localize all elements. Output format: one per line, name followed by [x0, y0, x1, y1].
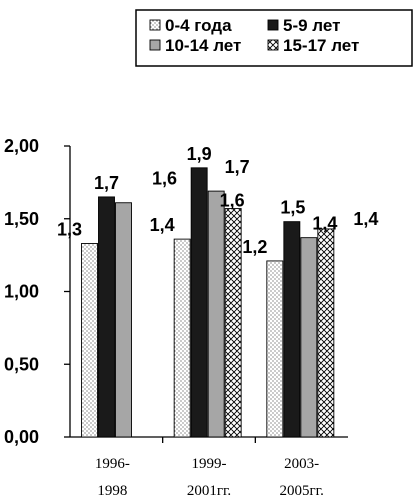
x-tick-label-line1: 1999- — [192, 456, 227, 472]
y-tick-label: 1,00 — [4, 282, 39, 302]
y-tick-label: 0,50 — [4, 354, 39, 374]
x-tick-label-line1: 1996- — [95, 456, 130, 472]
bar-0-4-года-0 — [81, 243, 98, 438]
data-label: 1,3 — [57, 219, 82, 239]
y-tick-label: 2,00 — [4, 136, 39, 156]
bar-10-14-лет-1 — [207, 190, 225, 438]
data-label: 1,7 — [94, 173, 119, 193]
bar-0-4-года-2 — [266, 260, 284, 438]
legend-box — [135, 9, 413, 67]
legend: 0-4 года 5-9 лет 10-14 лет 15-17 лет — [149, 16, 359, 55]
x-tick-label-line2: 2005гг. — [279, 483, 323, 499]
data-label: 1,9 — [187, 144, 212, 164]
data-label: 1,5 — [280, 198, 305, 218]
legend-swatch — [149, 19, 161, 31]
data-label: 1,6 — [220, 191, 245, 211]
bar-10-14-лет-2 — [300, 237, 318, 438]
data-label: 1,4 — [312, 214, 337, 234]
data-label: 1,2 — [242, 237, 267, 257]
bar-15-17-лет-2 — [317, 228, 335, 438]
y-tick-label: 0,00 — [4, 427, 39, 447]
legend-swatch — [267, 39, 279, 51]
legend-label: 10-14 лет — [165, 36, 241, 55]
x-tick-label-line2: 1998 — [97, 483, 127, 499]
data-label: 1,4 — [150, 215, 175, 235]
bars — [81, 167, 335, 438]
bar-5-9-лет-2 — [283, 221, 301, 438]
bar-5-9-лет-1 — [190, 167, 208, 438]
data-label: 1,7 — [225, 157, 250, 177]
axes: 0,00 0,50 1,00 1,50 2,00 — [4, 136, 348, 447]
x-tick-label-line1: 2003- — [284, 456, 319, 472]
data-label: 1,6 — [152, 169, 177, 189]
legend-label: 5-9 лет — [283, 16, 340, 35]
legend-label: 0-4 года — [165, 16, 232, 35]
x-tick-label-line2: 2001гг. — [187, 483, 231, 499]
legend-label: 15-17 лет — [283, 36, 359, 55]
data-label: 1,4 — [353, 209, 378, 229]
value-labels: 1,3 1,7 1,6 1,4 1,9 1,7 1,6 1,2 1,5 1,4 1,4 — [57, 144, 378, 257]
bar-10-14-лет-0 — [115, 202, 132, 438]
bar-5-9-лет-0 — [98, 196, 115, 438]
bar-0-4-года-1 — [173, 238, 191, 438]
y-tick-label: 1,50 — [4, 209, 39, 229]
legend-swatch — [149, 39, 161, 51]
x-axis-labels: 1996- 1998 1999- 2001гг. 2003- 2005гг. — [95, 456, 324, 499]
legend-swatch — [267, 19, 279, 31]
bar-15-17-лет-1 — [224, 208, 242, 438]
